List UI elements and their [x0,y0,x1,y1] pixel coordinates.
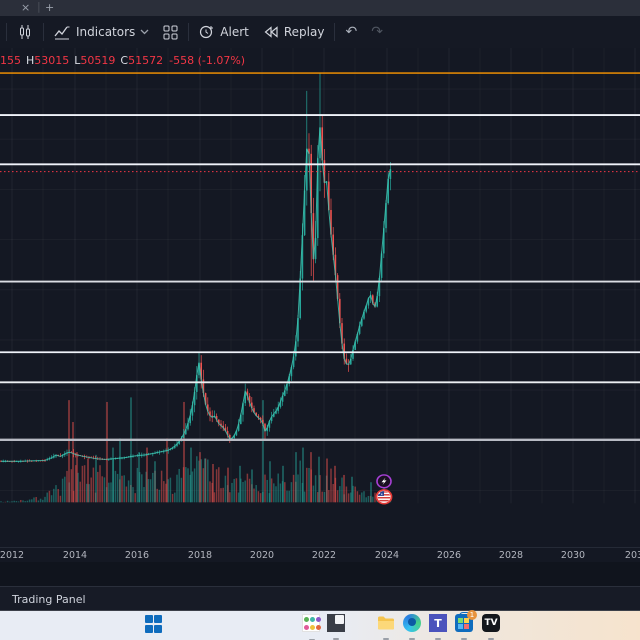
year-label: 2016 [124,550,150,561]
replay-label: Replay [283,25,325,39]
toolbar-divider [6,23,7,41]
taskbar-tradingview-icon[interactable]: TV [482,614,500,640]
chart-canvas[interactable] [0,48,640,547]
chart-pane[interactable]: 155 H53015 L50519 C51572 -558 (-1.07%) [0,48,640,547]
toolbar-divider [188,23,190,41]
candlestick-icon [20,25,30,39]
candle-style-button[interactable] [10,19,40,45]
taskbar-dark-app-icon[interactable] [327,614,345,640]
alert-button[interactable]: Alert [192,19,256,45]
taskbar-edge-icon[interactable] [403,614,421,640]
indicators-label: Indicators [76,25,136,39]
ohlc-legend: 155 H53015 L50519 C51572 -558 (-1.07%) [0,54,245,67]
running-indicator [488,638,494,640]
taskbar-store-icon[interactable]: 1 [455,610,477,640]
legend-h-label: H [26,54,35,67]
legend-open-partial: 155 [0,54,21,67]
legend-high: 53015 [34,54,70,67]
year-label: 2028 [498,550,524,561]
legend-low: 50519 [80,54,116,67]
running-indicator [383,638,389,640]
bottom-gap [0,562,640,586]
new-tab-icon[interactable]: + [45,1,55,14]
redo-icon: ↷ [371,24,383,40]
browser-tab-bar: × | + [0,0,640,16]
store-notification-badge: 1 [467,610,477,620]
legend-change: -558 (-1.07%) [169,54,246,67]
undo-button[interactable]: ↶ [338,19,364,45]
lightning-event-badge[interactable] [376,474,392,489]
start-button[interactable] [145,614,163,633]
year-label: 2018 [187,550,213,561]
undo-icon: ↶ [345,24,358,40]
year-label: 2022 [311,550,337,561]
replay-button[interactable]: Replay [256,19,332,45]
running-indicator [461,638,467,640]
grid-layout-icon [163,25,178,39]
alert-label: Alert [220,25,249,39]
year-label: 2032 [624,550,640,561]
year-label: 2014 [62,550,88,561]
taskbar-colorful-app-icon[interactable] [302,614,321,640]
alert-clock-icon [200,25,214,39]
year-label: 2020 [249,550,275,561]
windows-taskbar: Search W T 1 T [0,610,640,640]
trading-panel-bar[interactable]: Trading Panel [0,586,640,611]
us-flag-event-badge[interactable] [375,489,393,505]
year-label: 2012 [0,550,25,561]
taskbar-file-explorer-icon[interactable] [377,614,395,640]
running-indicator [409,638,415,640]
indicators-icon [54,26,70,39]
tab-close-icon[interactable]: × [21,1,31,14]
legend-close: 51572 [128,54,164,67]
running-indicator [333,638,339,640]
trading-panel-title: Trading Panel [12,592,86,606]
year-label: 2026 [436,550,462,561]
year-label: 2030 [560,550,586,561]
legend-c-label: C [120,54,129,67]
toolbar-divider [43,23,44,41]
year-label: 2024 [374,550,400,561]
time-axis[interactable]: 2012 2014 2016 2018 2020 2022 2024 2026 2028 2030… [0,547,640,563]
running-indicator [435,638,441,640]
replay-icon [264,26,278,38]
tab-divider: | [37,0,41,13]
toolbar-divider [334,23,336,41]
chevron-down-icon [140,29,149,35]
chart-toolbar: Indicators Alert [0,16,640,49]
layout-grid-button[interactable] [156,19,185,45]
folder-icon [378,616,394,630]
legend-l-label: L [74,54,81,67]
taskbar-teams-icon[interactable]: T [429,614,447,640]
redo-button[interactable]: ↷ [364,19,390,45]
indicators-button[interactable]: Indicators [47,19,156,45]
